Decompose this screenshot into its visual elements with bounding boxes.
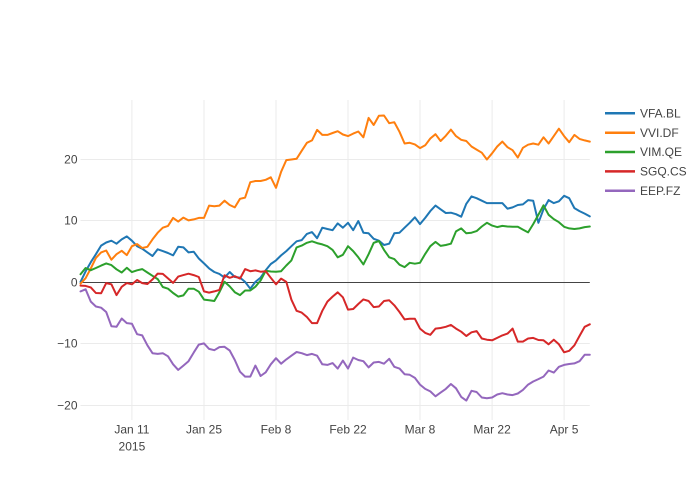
- svg-text:VIM.QE: VIM.QE: [640, 145, 682, 159]
- svg-text:Mar 8: Mar 8: [405, 423, 436, 437]
- svg-text:10: 10: [64, 214, 78, 228]
- svg-text:Jan 25: Jan 25: [186, 423, 222, 437]
- svg-text:Mar 22: Mar 22: [473, 423, 511, 437]
- svg-text:VFA.BL: VFA.BL: [640, 107, 681, 121]
- svg-text:20: 20: [64, 153, 78, 167]
- svg-text:VVI.DF: VVI.DF: [640, 126, 679, 140]
- svg-text:−10: −10: [57, 337, 78, 351]
- svg-text:Feb 22: Feb 22: [329, 423, 367, 437]
- svg-text:0: 0: [71, 276, 78, 290]
- svg-text:Feb 8: Feb 8: [261, 423, 292, 437]
- svg-text:−20: −20: [57, 399, 78, 413]
- svg-text:2015: 2015: [119, 440, 146, 454]
- svg-text:Jan 11: Jan 11: [114, 423, 149, 437]
- svg-text:Apr 5: Apr 5: [550, 423, 579, 437]
- svg-text:SGQ.CS: SGQ.CS: [640, 165, 687, 179]
- svg-text:EEP.FZ: EEP.FZ: [640, 184, 680, 198]
